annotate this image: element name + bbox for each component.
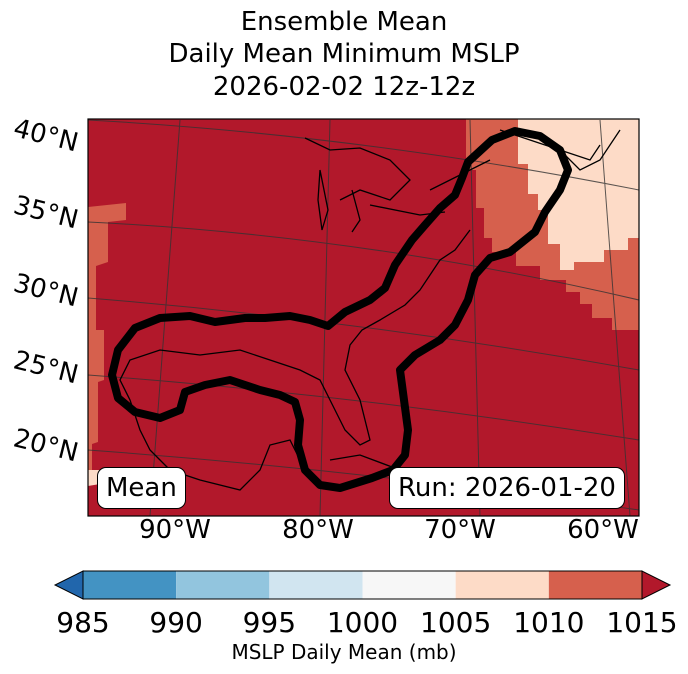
colorbar-tick-985: 985 — [56, 606, 110, 639]
lon-label-90w: 90°W — [139, 515, 211, 545]
colorbar-tick-1015: 1015 — [606, 606, 678, 639]
colorbar-tick-1010: 1010 — [513, 606, 585, 639]
colorbar-tick-990: 990 — [149, 606, 203, 639]
colorbar-bin-985-990 — [83, 571, 177, 599]
map-frame — [87, 118, 640, 517]
title-line-2: Daily Mean Minimum MSLP — [168, 39, 520, 69]
colorbar-tick-995: 995 — [242, 606, 297, 639]
mean-box: Mean — [97, 467, 186, 509]
colorbar-bin-1010-1015 — [548, 571, 642, 599]
lon-label-70w: 70°W — [424, 515, 496, 545]
title-line-1: Ensemble Mean — [240, 7, 448, 37]
colorbar-bin-995-1000 — [269, 571, 363, 599]
colorbar-label: MSLP Daily Mean (mb) — [231, 640, 457, 664]
colorbar-extend-high — [641, 570, 672, 600]
lon-label-60w: 60°W — [567, 515, 639, 545]
mslp-minimum-contour — [108, 127, 572, 492]
lon-label-80w: 80°W — [282, 515, 354, 545]
mslp-field-west-1005 — [88, 203, 126, 470]
colorbar-tick-1005: 1005 — [420, 606, 492, 639]
colorbar-bin-1000-1005 — [362, 571, 456, 599]
colorbar-bin-1005-1010 — [455, 571, 549, 599]
colorbar-extend-low — [53, 570, 84, 600]
colorbar-bin-990-995 — [176, 571, 270, 599]
run-date-box: Run: 2026-01-20 — [389, 467, 625, 509]
colorbar-tick-1000: 1000 — [326, 606, 399, 639]
title-line-3: 2026-02-02 12z-12z — [212, 72, 476, 102]
